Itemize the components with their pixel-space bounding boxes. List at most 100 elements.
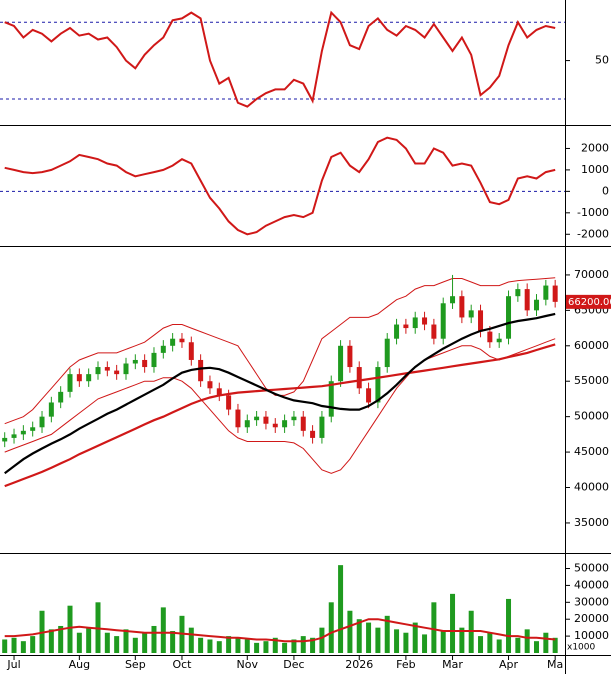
indicator-line (4, 10, 556, 108)
last-price-label: 66200.00 (568, 297, 611, 308)
y-tick-label: 70000 (574, 268, 609, 281)
volume-bar (114, 636, 120, 653)
volume-bar (11, 637, 17, 653)
volume-bar (310, 637, 316, 653)
candle-body (95, 367, 101, 375)
volume-bar (244, 639, 250, 653)
volume-bar (384, 615, 390, 653)
x-tick-label: 2026 (345, 658, 373, 671)
y-tick-label: 20000 (574, 612, 609, 625)
candle-body (384, 338, 390, 368)
volume-bar (207, 639, 213, 653)
candle-body (487, 331, 493, 343)
volume-bar (198, 637, 204, 653)
candle-body (515, 289, 521, 297)
volume-bar (534, 641, 540, 653)
candle-body (11, 434, 17, 438)
x-tick-label: Dec (283, 658, 304, 671)
candle-body (39, 416, 45, 428)
y-tick-label: 2000 (581, 141, 609, 154)
volume-bar (515, 637, 521, 653)
volume-bar (347, 610, 353, 653)
candle-body (86, 374, 92, 382)
y-tick-label: 40000 (574, 481, 609, 494)
x-tick-label: Ma (547, 658, 563, 671)
candle-body (226, 395, 232, 410)
candle-body (104, 367, 110, 371)
candle-body (272, 423, 278, 428)
last-price-box (566, 294, 611, 309)
y-tick-label: 0 (602, 184, 609, 197)
bollinger-band (4, 338, 556, 474)
candle-body (506, 296, 512, 339)
y-tick-label: 30000 (574, 595, 609, 608)
y-tick-label: 1000 (581, 163, 609, 176)
x-tick-label: Mar (442, 658, 463, 671)
volume-bar (319, 627, 325, 653)
candle-body (496, 338, 502, 343)
candle-body (328, 381, 334, 417)
y-tick-label: -1000 (577, 206, 609, 219)
volume-bar (412, 622, 418, 653)
x-tick-label: Apr (499, 658, 519, 671)
indicator-line (4, 136, 556, 236)
volume-bar (188, 627, 194, 653)
volume-bar (282, 642, 288, 653)
volume-bar (552, 637, 558, 653)
candle-body (207, 381, 213, 389)
candle-body (142, 359, 148, 368)
candle-body (254, 416, 260, 421)
volume-bar (431, 602, 437, 653)
unit-label: x1000 (567, 643, 596, 653)
candle-body (412, 317, 418, 329)
candle-body (338, 345, 344, 382)
candle-body (170, 338, 176, 346)
candle-body (422, 317, 428, 325)
candle-body (450, 296, 456, 304)
volume-bar (142, 632, 148, 653)
y-tick-label: 55000 (574, 374, 609, 387)
candle-body (160, 345, 166, 353)
y-tick-label: 50 (595, 54, 609, 67)
candle-body (440, 303, 446, 339)
y-tick-label: 50000 (574, 410, 609, 423)
volume-bar (366, 622, 372, 653)
candle-body (76, 374, 82, 382)
volume-bar (132, 637, 138, 653)
candle-body (534, 299, 540, 311)
candle-body (198, 359, 204, 382)
y-tick-label: 50000 (574, 562, 609, 575)
moving-average (4, 343, 556, 488)
candle-body (375, 367, 381, 403)
x-tick-label: Aug (69, 658, 90, 671)
candle-body (20, 430, 26, 435)
candle-body (235, 409, 241, 428)
volume-bar (58, 625, 64, 653)
y-tick-label: 60000 (574, 339, 609, 352)
volume-bar (496, 639, 502, 653)
candle-body (291, 416, 297, 421)
candle-body (67, 374, 73, 392)
candle-body (478, 310, 484, 332)
candle-body (114, 370, 120, 375)
candle-body (310, 430, 316, 438)
volume-bar (291, 639, 297, 653)
volume-bar (235, 637, 241, 653)
y-tick-label: 45000 (574, 445, 609, 458)
candle-body (403, 324, 409, 329)
candle-body (58, 391, 64, 403)
candle-body (552, 285, 558, 302)
volume-bar (263, 641, 269, 653)
volume-bar (450, 593, 456, 653)
volume-bar (394, 629, 400, 653)
candle-body (524, 289, 530, 311)
volume-bar (67, 605, 73, 653)
volume-bar (403, 632, 409, 653)
volume-bar (160, 607, 166, 653)
volume-bar (440, 631, 446, 653)
x-tick-label: Feb (396, 658, 415, 671)
candle-body (347, 345, 353, 368)
volume-bar (104, 632, 110, 653)
candle-body (30, 427, 36, 431)
